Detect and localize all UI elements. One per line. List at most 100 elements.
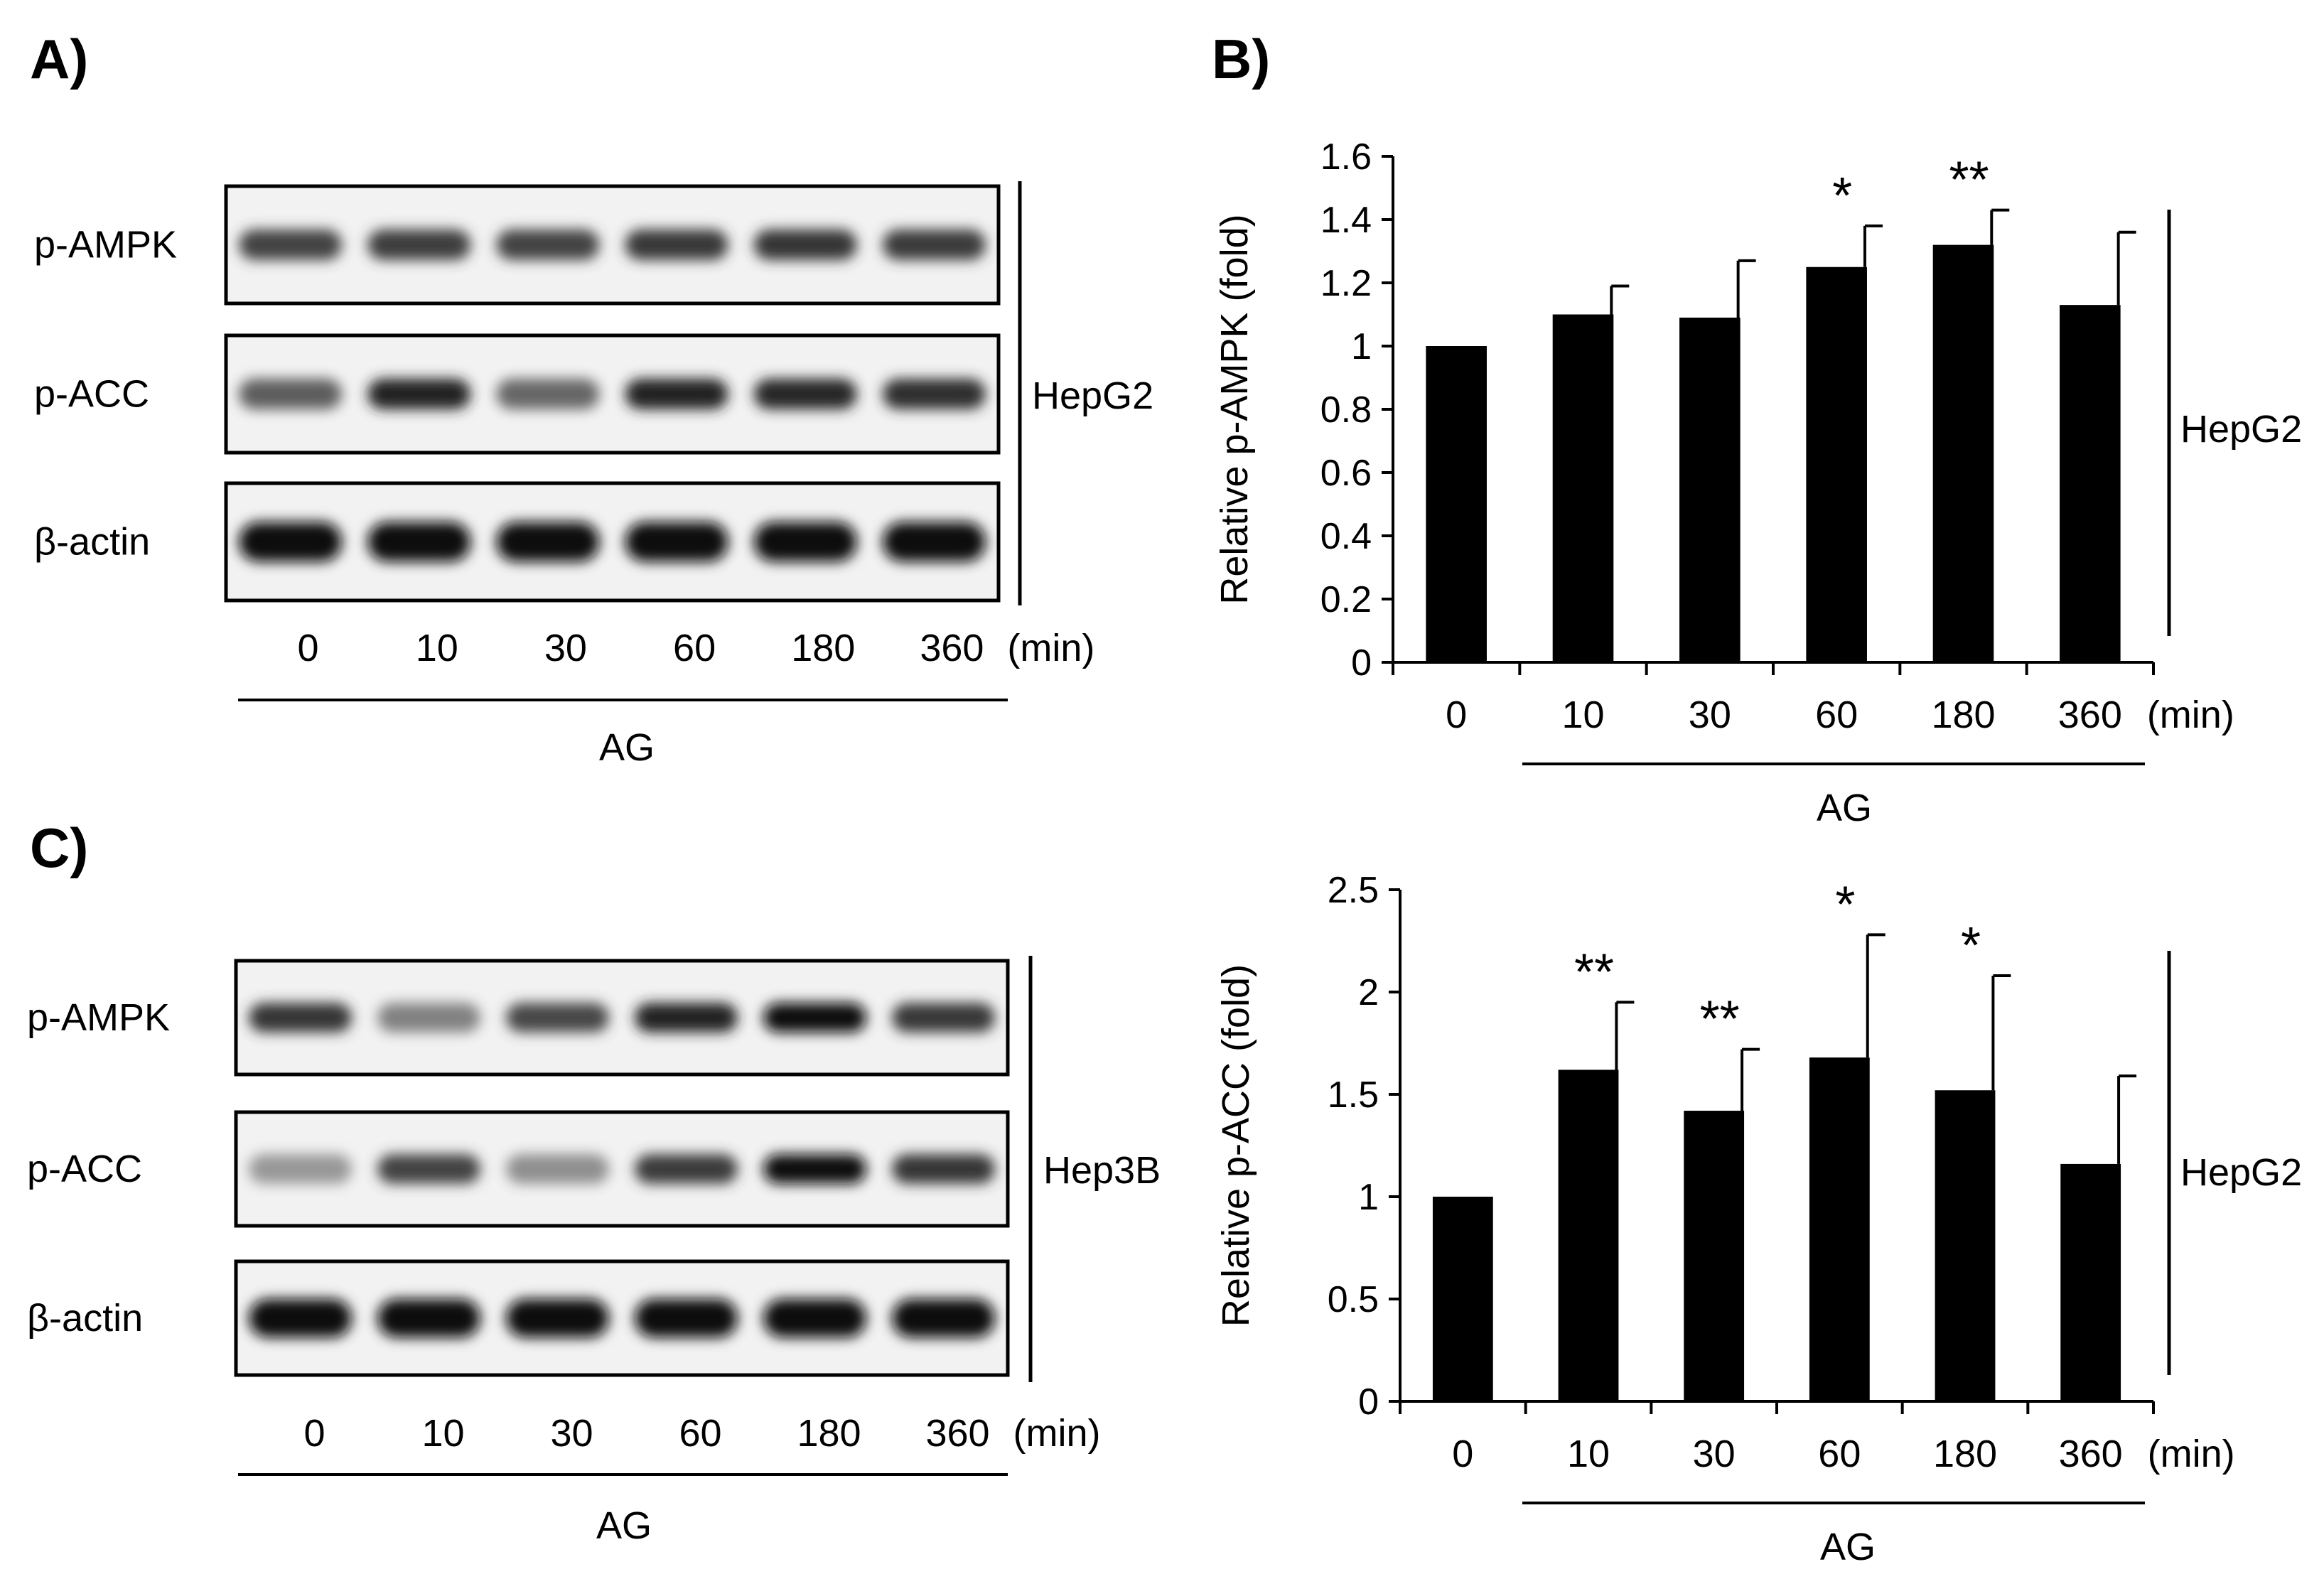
bar-360 xyxy=(2060,305,2121,662)
panel-a: A) p-AMPK p-ACC β-actin HepG2 0 10 30 60 180 36… xyxy=(30,28,1153,769)
blot-band xyxy=(753,522,857,562)
bar-180 xyxy=(1935,1090,1996,1401)
panel-c-letter: C) xyxy=(30,817,88,879)
blot-band xyxy=(635,1298,738,1338)
blot-row-beta-actin xyxy=(224,481,1001,603)
blot-band xyxy=(239,230,343,260)
blot-band xyxy=(496,230,600,260)
lane-label: 30 xyxy=(544,627,587,669)
blot-band xyxy=(377,1298,480,1338)
blot-strip xyxy=(224,333,1001,455)
lane-labels: 0 10 30 60 180 360 xyxy=(298,627,984,669)
lane-label: 0 xyxy=(298,627,319,669)
lane-label: 60 xyxy=(673,627,716,669)
x-tick-label: 60 xyxy=(1818,1433,1861,1475)
bar-60 xyxy=(1806,266,1867,662)
blot-row-label: p-AMPK xyxy=(34,224,177,266)
blot-row-p-acc xyxy=(224,333,1001,455)
cell-line-label: HepG2 xyxy=(2180,1151,2302,1194)
blot-band xyxy=(506,1298,609,1338)
lane-label: 60 xyxy=(679,1412,721,1455)
blot-strip xyxy=(234,959,1010,1077)
blot-band xyxy=(753,230,857,260)
blot-band xyxy=(367,379,471,409)
y-tick-label: 0 xyxy=(1358,1381,1379,1423)
blot-strip xyxy=(234,1110,1010,1228)
bar-30 xyxy=(1684,1111,1745,1401)
blot-row-label: β-actin xyxy=(27,1297,143,1340)
y-tick-label: 0.2 xyxy=(1320,579,1372,620)
significance-marker: * xyxy=(1835,876,1855,933)
treatment-label: AG xyxy=(1820,1526,1876,1568)
blot-band xyxy=(763,1154,866,1184)
blot-band xyxy=(377,1154,480,1184)
lane-label: 0 xyxy=(303,1412,325,1455)
time-unit: (min) xyxy=(2148,1433,2235,1475)
panel-b-letter: B) xyxy=(1212,28,1270,90)
blot-strip xyxy=(224,481,1001,603)
bar-60 xyxy=(1809,1057,1870,1401)
blot-band xyxy=(882,379,986,409)
cell-line-label: HepG2 xyxy=(2180,408,2302,451)
blot-row-beta-actin xyxy=(234,1259,1010,1377)
y-tick-label: 0 xyxy=(1351,642,1372,684)
x-tick-label: 0 xyxy=(1452,1433,1473,1475)
blot-band xyxy=(506,1003,609,1033)
y-tick-label: 0.8 xyxy=(1320,389,1372,431)
blot-band xyxy=(496,379,600,409)
lane-label: 180 xyxy=(791,627,855,669)
y-tick-label: 0.5 xyxy=(1328,1279,1379,1320)
blot-band xyxy=(763,1003,866,1033)
panel-a-letter: A) xyxy=(30,28,88,90)
bar-0 xyxy=(1432,1197,1493,1401)
blot-band xyxy=(882,230,986,260)
y-axis-label: Relative p-AMPK (fold) xyxy=(1213,214,1256,604)
blot-band xyxy=(892,1003,995,1033)
time-unit: (min) xyxy=(2147,694,2234,736)
x-tick-label: 30 xyxy=(1689,694,1731,736)
lane-label: 360 xyxy=(920,627,984,669)
significance-marker: ** xyxy=(1574,944,1614,1001)
blot-band xyxy=(377,1003,480,1033)
y-tick-label: 1.6 xyxy=(1320,136,1372,178)
blot-strip xyxy=(224,184,1001,306)
blot-band xyxy=(249,1003,352,1033)
blot-band xyxy=(367,522,471,562)
blot-band xyxy=(753,379,857,409)
significance-marker: ** xyxy=(1949,152,1989,209)
y-tick-label: 1 xyxy=(1358,1177,1379,1218)
blot-band xyxy=(892,1298,995,1338)
y-tick-label: 1.4 xyxy=(1320,200,1372,241)
y-tick-label: 1 xyxy=(1351,326,1372,367)
y-tick-label: 2 xyxy=(1358,972,1379,1013)
lane-label: 10 xyxy=(416,627,458,669)
y-tick-label: 1.5 xyxy=(1328,1074,1379,1116)
x-tick-label: 30 xyxy=(1693,1433,1736,1475)
significance-marker: * xyxy=(1961,917,1981,974)
y-tick-label: 2.5 xyxy=(1328,870,1379,911)
y-tick-label: 1.2 xyxy=(1320,263,1372,304)
blot-band xyxy=(506,1154,609,1184)
blot-band xyxy=(892,1154,995,1184)
panel-b: B) 0 0.2 0.4 0.6 0.8 1 1.2 1.4 1.6 Relative p-AMP… xyxy=(1212,28,2302,829)
bar-0 xyxy=(1426,346,1487,662)
cell-line-label: Hep3B xyxy=(1043,1149,1161,1192)
y-tick-label: 0.6 xyxy=(1320,453,1372,494)
bar-10 xyxy=(1552,314,1614,662)
x-tick-label: 60 xyxy=(1815,694,1858,736)
blot-row-label: p-ACC xyxy=(34,373,149,416)
blot-band xyxy=(625,379,728,409)
blot-row-label: β-actin xyxy=(34,521,150,564)
blot-band xyxy=(882,522,986,562)
x-tick-label: 10 xyxy=(1567,1433,1610,1475)
x-tick-label: 10 xyxy=(1561,694,1604,736)
time-unit: (min) xyxy=(1013,1412,1101,1455)
blot-row-p-ampk xyxy=(224,184,1001,306)
blot-band xyxy=(239,379,343,409)
blot-band xyxy=(625,522,728,562)
significance-marker: * xyxy=(1832,168,1852,225)
time-unit: (min) xyxy=(1007,627,1094,669)
blot-band xyxy=(239,522,343,562)
